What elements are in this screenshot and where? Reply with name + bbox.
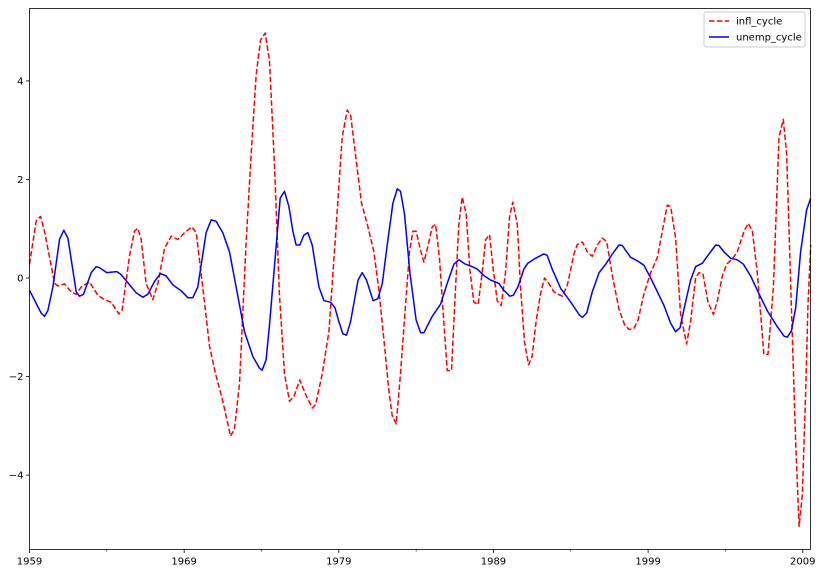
y-tick-label: −4 [9,471,24,482]
legend-label-unemp: unemp_cycle [736,33,802,44]
x-tick-label: 1979 [326,557,351,568]
y-tick-label: 2 [17,175,23,186]
series-line-unemp_cycle [28,188,812,371]
series-line-infl_cycle [28,32,812,528]
legend-label-infl: infl_cycle [736,17,782,28]
legend: infl_cycle unemp_cycle [703,11,806,48]
plot-frame [29,8,811,550]
x-tick-label: 1959 [17,557,42,568]
x-tick-label: 1969 [171,557,196,568]
y-tick-label: 0 [17,274,23,285]
legend-box [703,11,806,48]
y-tick-label: −2 [9,372,24,383]
x-tick-label: 2009 [790,557,815,568]
x-tick-label: 1999 [635,557,660,568]
x-tick-label: 1989 [481,557,506,568]
y-tick-label: 4 [17,76,23,87]
series-layer [28,32,812,528]
axes: 1959 1969 1979 1989 1999 2009 −4 −2 0 2 4 [9,76,816,567]
